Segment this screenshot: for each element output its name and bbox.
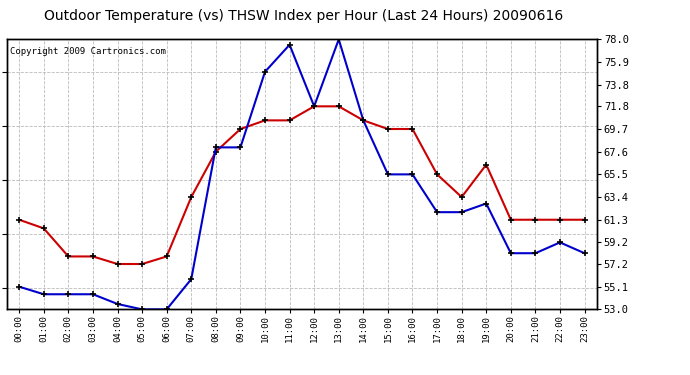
Text: Copyright 2009 Cartronics.com: Copyright 2009 Cartronics.com bbox=[10, 48, 166, 57]
Text: Outdoor Temperature (vs) THSW Index per Hour (Last 24 Hours) 20090616: Outdoor Temperature (vs) THSW Index per … bbox=[44, 9, 563, 23]
